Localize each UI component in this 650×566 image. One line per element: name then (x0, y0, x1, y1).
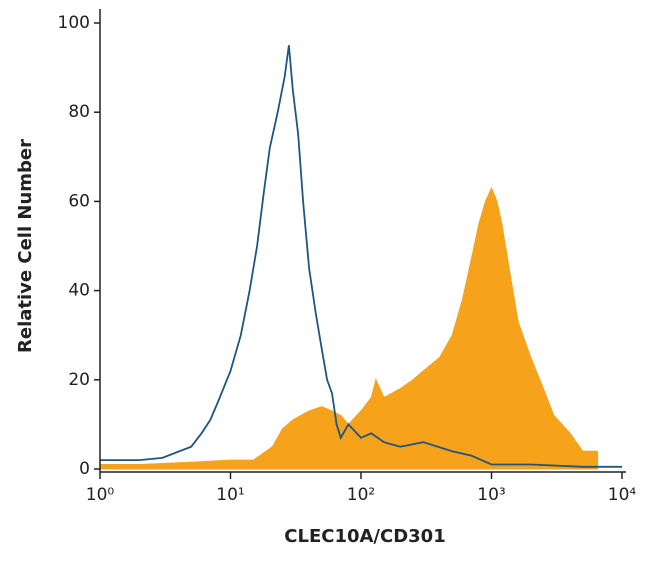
x-tick-label: 10⁴ (608, 485, 637, 505)
line (100, 45, 622, 468)
x-axis-label: CLEC10A/CD301 (284, 526, 445, 547)
y-tick-label: 0 (79, 459, 90, 479)
y-tick-label: 20 (68, 370, 90, 390)
x-tick-label: 10¹ (216, 485, 244, 505)
x-tick-label: 10⁰ (86, 485, 115, 505)
x-tick-label: 10² (347, 485, 375, 505)
y-tick-label: 80 (68, 102, 90, 122)
y-axis-label: Relative Cell Number (15, 139, 36, 353)
y-tick-label: 100 (58, 13, 90, 33)
area (99, 186, 599, 470)
x-tick-label: 10³ (477, 485, 505, 505)
y-tick-label: 60 (68, 191, 90, 211)
y-tick-label: 40 (68, 281, 90, 301)
